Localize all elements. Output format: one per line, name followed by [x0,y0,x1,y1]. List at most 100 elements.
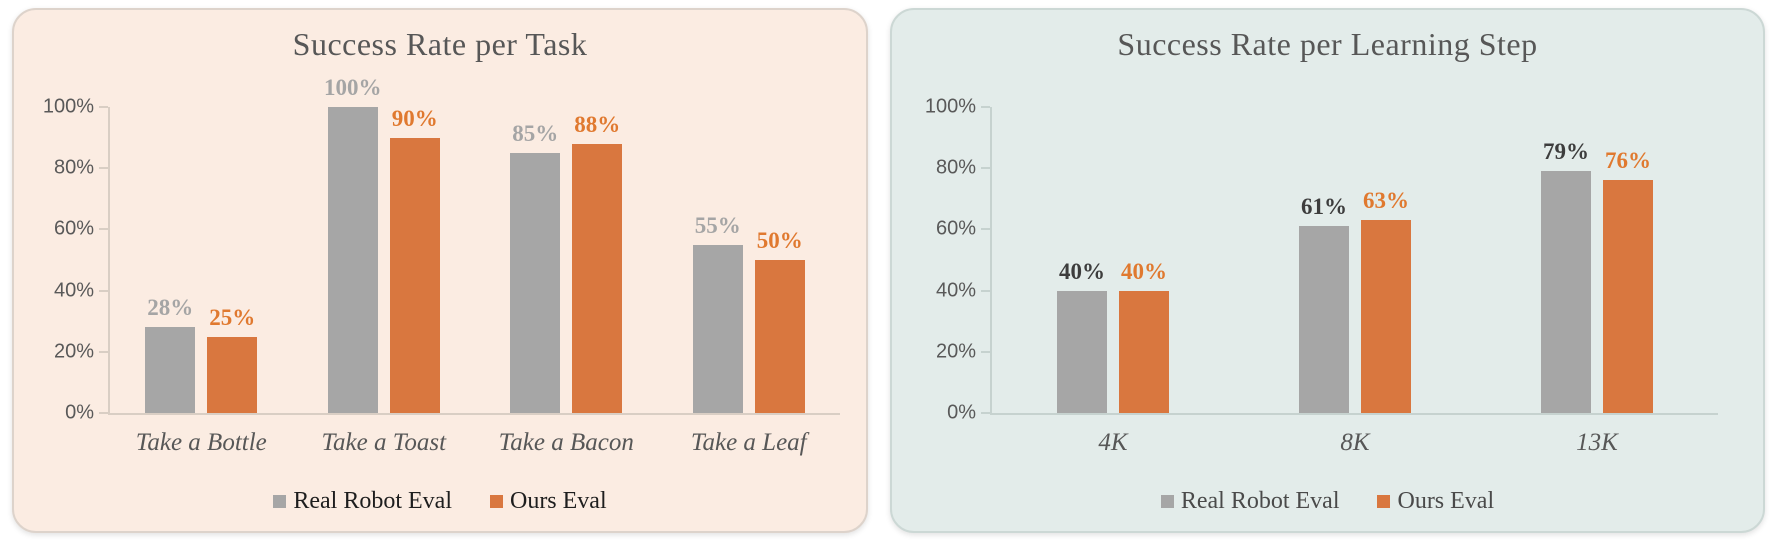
bar-slot: 61% [1299,107,1349,413]
y-axis-tick-label: 100% [42,95,94,118]
y-axis-tick-mark [99,412,108,414]
bar-pair: 28% 25% [145,107,258,413]
bar-slot: 88% [572,107,623,413]
plot-area: 28% 25% Take a Bottle 100% 90% Take a Toast 85… [43,75,840,456]
y-axis-tick-mark [981,167,990,170]
bar-value-label: 25% [209,304,256,330]
category-label: Take a Leaf [690,429,807,456]
y-axis-tick-mark [99,228,108,231]
bar-value-label: 63% [1363,188,1409,214]
category-label: 4K [1098,429,1128,456]
bar [145,327,196,413]
category-label: Take a Bottle [135,429,267,456]
y-axis-tick-label: 20% [935,340,976,363]
bar-value-label: 50% [756,228,803,253]
bar [1057,290,1107,413]
bar-group: 85% 88% Take a Bacon [499,107,634,456]
legend-swatch-ours-eval-icon [1377,495,1391,508]
bar-slot: 40% [1057,107,1107,413]
bar-slot: 90% [389,105,440,413]
bar-slot: 63% [1361,107,1411,413]
bar [389,137,440,413]
y-axis-tick-mark [981,289,990,292]
bar-value-label: 61% [1301,194,1347,220]
y-axis-tick-label: 60% [53,217,94,240]
bar-group: 61% 63% 8K [1299,107,1411,456]
bar-groups: 40% 40% 4K 61% 63% 8K 79% 76% 13K [992,107,1718,456]
bar-value-label: 40% [1121,258,1167,284]
y-axis-tick-mark [981,228,990,231]
bar [207,336,258,413]
bar-slot: 28% [145,107,196,413]
bar-slot: 76% [1603,107,1653,413]
y-axis-tick-label: 40% [53,279,94,302]
legend-label-real-robot-eval: Real Robot Eval [1180,488,1340,514]
bar [1541,171,1591,413]
y-axis-tick-label: 0% [65,401,94,424]
bar-slot: 100% [324,75,382,413]
bar-pair: 55% 50% [692,107,805,413]
bar-value-label: 85% [512,120,559,146]
bar-value-label: 100% [324,75,382,100]
bar-value-label: 88% [574,111,621,137]
y-axis-tick-mark [981,350,990,353]
bar [754,260,805,413]
bar-pair: 100% 90% [324,75,440,413]
legend-label-ours-eval: Ours Eval [509,488,607,514]
y-axis-tick-mark [981,412,990,414]
legend: Real Robot Eval Ours Eval [14,488,866,515]
y-axis-tick-label: 80% [53,156,94,179]
bar [510,152,561,413]
category-label: 13K [1576,429,1618,456]
bar-value-label: 79% [1543,139,1589,165]
bar [1603,180,1653,413]
y-axis-tick-mark [99,167,108,170]
y-axis-tick-label: 60% [935,217,976,240]
chart-panel-success-rate-per-task: Success Rate per Task 28% 25% Take a Bottl… [12,8,868,533]
y-axis-tick-label: 40% [935,279,976,302]
y-axis-tick-label: 0% [947,401,976,424]
bar [572,143,623,413]
bar-pair: 79% 76% [1541,107,1653,413]
legend-item-real-robot-eval: Real Robot Eval [1160,488,1340,515]
bar-pair: 85% 88% [510,107,623,413]
legend: Real Robot Eval Ours Eval [892,488,1763,515]
bar-group: 40% 40% 4K [1057,107,1169,456]
x-axis-line [108,413,840,415]
category-label: 8K [1340,429,1370,456]
bar-value-label: 28% [147,295,194,321]
category-label: Take a Bacon [498,429,634,456]
bar-group: 100% 90% Take a Toast [321,75,446,456]
legend-item-ours-eval: Ours Eval [1377,488,1494,515]
y-axis-tick-label: 20% [53,340,94,363]
x-axis-line [990,413,1718,415]
plot-area: 40% 40% 4K 61% 63% 8K 79% 76% 13K 0% 20% 40% 60% 80%… [925,96,1718,456]
y-axis-line [990,107,992,413]
y-axis-tick-mark [99,289,108,292]
bar [692,244,743,413]
bar-slot: 50% [754,107,805,413]
bar-slot: 85% [510,107,561,413]
legend-swatch-ours-eval-icon [489,495,503,508]
bar-groups: 28% 25% Take a Bottle 100% 90% Take a Toast 85… [110,75,840,456]
y-axis-tick-mark [981,106,990,108]
bar [1119,290,1169,413]
legend-label-real-robot-eval: Real Robot Eval [293,488,452,514]
chart-title: Success Rate per Learning Step [1117,26,1538,62]
bar-value-label: 90% [391,105,438,131]
bar-group: 28% 25% Take a Bottle [136,107,267,456]
bar [327,107,378,413]
bar-slot: 25% [207,107,258,413]
bar [1299,226,1349,413]
bar-pair: 61% 63% [1299,107,1411,413]
category-label: Take a Toast [321,429,447,456]
legend-item-ours-eval: Ours Eval [489,488,607,515]
legend-item-real-robot-eval: Real Robot Eval [273,488,452,515]
chart-panel-success-rate-per-learning-step: Success Rate per Learning Step 40% 40% 4K 6… [890,8,1765,533]
y-axis-tick-mark [99,106,108,108]
legend-swatch-real-robot-eval-icon [273,495,287,508]
bar-value-label: 40% [1059,258,1105,284]
bar-slot: 55% [692,107,743,413]
y-axis-line [108,107,110,413]
